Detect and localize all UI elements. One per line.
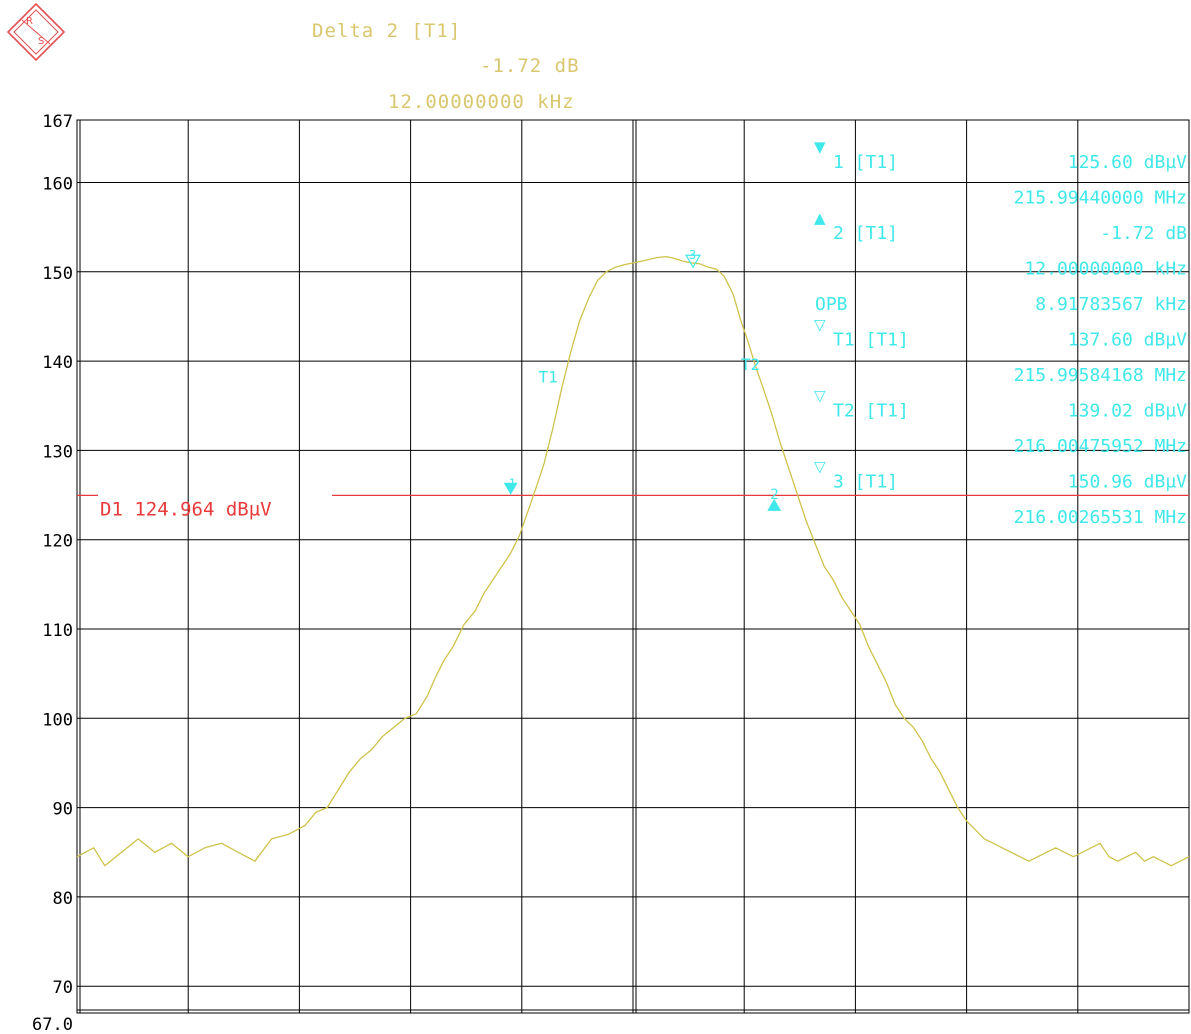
marker-info-row-2-sub: 12.00000000 kHz: [1024, 259, 1187, 280]
display-line-label: D1 124.964 dBµV: [100, 498, 272, 520]
marker-info-row-1-symbol: ▼: [814, 138, 826, 156]
y-tick-label: 140: [42, 353, 73, 373]
svg-text:R: R: [26, 16, 33, 27]
header-line-2: -1.72 dB: [480, 55, 580, 77]
y-tick-label: 120: [42, 532, 73, 552]
marker-1-label: 1: [509, 477, 516, 491]
y-tick-label: 100: [42, 710, 73, 730]
marker-info-row-2-symbol: ▲: [814, 209, 826, 227]
trace-markers: 1 2 3 T1 T2: [503, 248, 782, 511]
marker-3-label: 3: [689, 248, 696, 262]
marker-info-row-6-sub: 216.00265531 MHz: [1014, 507, 1187, 528]
y-tick-label: 80: [53, 889, 73, 909]
marker-info-row-1-name: 1 [T1]: [833, 152, 898, 173]
y-tick-label: 70: [53, 978, 73, 998]
y-axis-tick-labels: 70 80 90 100 110 120 130 140 150 160 167 67.0: [32, 112, 73, 1034]
marker-3-open-triangle: [685, 254, 702, 269]
y-tick-label: 167: [42, 112, 73, 132]
header-line-1: Delta 2 [T1]: [312, 20, 461, 42]
y-tick-label: 130: [42, 442, 73, 462]
marker-t2-label: T2: [741, 355, 760, 374]
marker-info-row-5-symbol: ▽: [814, 387, 826, 405]
marker-info-row-4-symbol: ▽: [814, 316, 826, 334]
marker-info-row-1-sub: 215.99440000 MHz: [1014, 188, 1187, 209]
marker-info-row-4-sub: 215.99584168 MHz: [1014, 365, 1187, 386]
marker-info-row-3-name: OPB: [815, 294, 848, 315]
marker-info-row-2-name: 2 [T1]: [833, 223, 898, 244]
marker-info-row-1-value: 125.60 dBµV: [1068, 152, 1187, 173]
marker-2-up-triangle: [767, 498, 782, 511]
header-line-3: 12.00000000 kHz: [388, 91, 575, 113]
marker-info-row-2-value: -1.72 dB: [1100, 223, 1187, 244]
plot-grid: [76, 119, 1190, 1014]
marker-2-label: 2: [770, 487, 778, 503]
marker-info-row-6-symbol: ▽: [814, 458, 826, 476]
marker-1-down-triangle: [503, 482, 518, 495]
marker-info-row-6-value: 150.96 dBµV: [1068, 472, 1187, 493]
marker-info-row-5-name: T2 [T1]: [833, 401, 909, 422]
rohde-schwarz-logo: R S: [6, 2, 66, 62]
marker-info-row-4-value: 137.60 dBµV: [1068, 330, 1187, 351]
display-line: D1 124.964 dBµV: [77, 494, 1189, 520]
marker-info-row-3-value: 8.91783567 kHz: [1035, 294, 1187, 315]
spectrum-trace: [76, 255, 1190, 867]
y-tick-label: 110: [42, 621, 73, 641]
marker-info-row-6-name: 3 [T1]: [833, 472, 898, 493]
marker-info-row-5-value: 139.02 dBµV: [1068, 401, 1187, 422]
y-tick-label: 90: [53, 800, 73, 820]
marker-info-row-5-sub: 216.00475952 MHz: [1014, 436, 1187, 457]
trace-line: [76, 255, 1190, 867]
marker-info-row-4-name: T1 [T1]: [833, 330, 909, 351]
marker-t1-label: T1: [538, 368, 557, 387]
marker-info-panel: ▼ 1 [T1] 125.60 dBµV 215.99440000 MHz ▲ 2 [T1…: [814, 138, 1187, 528]
svg-text:S: S: [38, 36, 44, 47]
y-tick-label: 150: [42, 264, 73, 284]
y-axis-bottom-label: 67.0: [32, 1015, 73, 1034]
y-tick-label: 160: [42, 175, 73, 195]
